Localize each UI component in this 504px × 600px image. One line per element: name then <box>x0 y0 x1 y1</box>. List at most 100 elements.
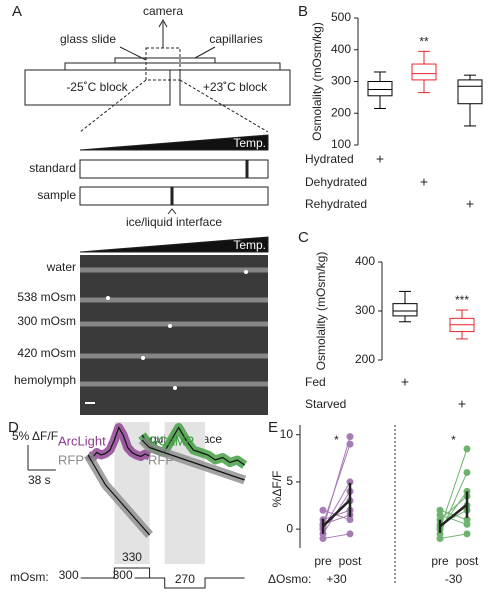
significance: *** <box>455 293 469 307</box>
temp-wedge <box>79 236 269 253</box>
temp-wedge <box>79 134 269 151</box>
pointer <box>119 46 147 61</box>
caret <box>167 208 177 215</box>
point <box>346 433 354 441</box>
significance: * <box>334 433 339 447</box>
trace <box>87 426 150 459</box>
group-label: -30 <box>445 572 463 586</box>
stimulus-value: 270 <box>175 572 195 586</box>
label: capillaries <box>209 32 262 46</box>
label: sample <box>37 188 76 202</box>
scale-label: 5% ΔF/F <box>12 429 58 443</box>
pair-line <box>322 509 351 521</box>
y-tick-label: 100 <box>331 137 351 151</box>
panel-label: A <box>12 3 22 20</box>
point <box>463 468 471 476</box>
stimulus-value: 300 <box>113 568 133 582</box>
point <box>319 535 327 543</box>
point <box>346 530 354 538</box>
label: 300 mOsm <box>17 314 76 328</box>
mean-line <box>439 503 468 528</box>
capillaries <box>114 57 216 64</box>
zoom-line <box>79 79 147 133</box>
legend-label: RFP <box>58 452 84 467</box>
marker: + <box>458 396 466 412</box>
y-tick-label: 10 <box>280 427 294 441</box>
stimulus-value: 330 <box>122 550 142 564</box>
legend-label: ArcLight <box>58 433 106 448</box>
y-tick-label: 200 <box>331 105 351 119</box>
pointer <box>194 46 216 59</box>
pair-line <box>322 533 351 540</box>
y-tick-label: 400 <box>355 254 375 268</box>
pair-line <box>439 514 468 525</box>
standard-capillary <box>79 159 269 179</box>
marker: + <box>466 196 474 212</box>
category-label: Dehydrated <box>305 175 367 189</box>
significance: * <box>451 433 456 447</box>
y-axis-label: Osmolality (mOsm/kg) <box>310 22 324 141</box>
label: water <box>46 260 76 274</box>
x-tick-label: post <box>339 554 362 568</box>
mean-line <box>322 498 351 528</box>
trace <box>87 454 151 536</box>
pair-line <box>322 444 351 525</box>
pair-line <box>439 495 468 521</box>
label: 420 mOsm <box>17 346 76 360</box>
point <box>346 478 354 486</box>
panel-label: D <box>8 419 19 436</box>
category-label: Starved <box>305 397 346 411</box>
marker: + <box>401 374 409 390</box>
y-tick-label: 500 <box>331 10 351 24</box>
label: standard <box>29 161 76 175</box>
streaks <box>80 267 268 387</box>
marker: + <box>420 174 428 190</box>
legend-label: RFP <box>148 452 174 467</box>
point <box>463 530 471 538</box>
dots <box>85 270 248 404</box>
box <box>392 303 418 317</box>
group-label: +30 <box>326 572 347 586</box>
legend-label: GCaMP <box>148 433 194 448</box>
zoom-line <box>179 79 269 133</box>
y-tick-label: 300 <box>355 303 375 317</box>
box <box>411 63 437 81</box>
label: hemolymph <box>14 373 76 387</box>
stimulus-step <box>134 577 245 589</box>
y-axis-label: %ΔF/F <box>270 471 284 508</box>
label: camera <box>143 4 183 18</box>
pair-line <box>439 472 468 535</box>
label: Temp. <box>233 238 266 252</box>
box <box>457 79 483 105</box>
x-axis-label: ΔOsmo: <box>268 572 311 586</box>
stimulus-label: mOsm: <box>10 570 49 584</box>
point <box>319 506 327 514</box>
pair-line <box>439 533 468 540</box>
sample-capillary <box>79 186 269 206</box>
panel-a-diagram <box>24 18 291 432</box>
point <box>463 445 471 453</box>
label: Temp. <box>233 136 266 150</box>
y-tick-label: 0 <box>286 521 293 535</box>
glass-slide <box>64 62 281 71</box>
warm-block <box>179 69 291 106</box>
point <box>346 440 354 448</box>
category-label: Hydrated <box>305 152 354 166</box>
x-tick-label: pre <box>431 554 449 568</box>
scale-label: 38 s <box>28 473 51 487</box>
y-axis-label: Osmolality (mOsm/kg) <box>314 252 328 371</box>
box <box>367 81 393 97</box>
label: 538 mOsm <box>17 290 76 304</box>
y-tick-label: 5 <box>286 474 293 488</box>
label: +23˚C block <box>203 80 268 94</box>
y-tick-label: 400 <box>331 42 351 56</box>
x-tick-label: pre <box>314 554 332 568</box>
label: ice/liquid interface <box>126 215 222 229</box>
significance: ** <box>419 35 429 49</box>
trace <box>141 439 245 481</box>
point <box>463 520 471 528</box>
x-tick-label: post <box>456 554 479 568</box>
label: glass slide <box>60 32 116 46</box>
category-label: Rehydrated <box>305 197 367 211</box>
